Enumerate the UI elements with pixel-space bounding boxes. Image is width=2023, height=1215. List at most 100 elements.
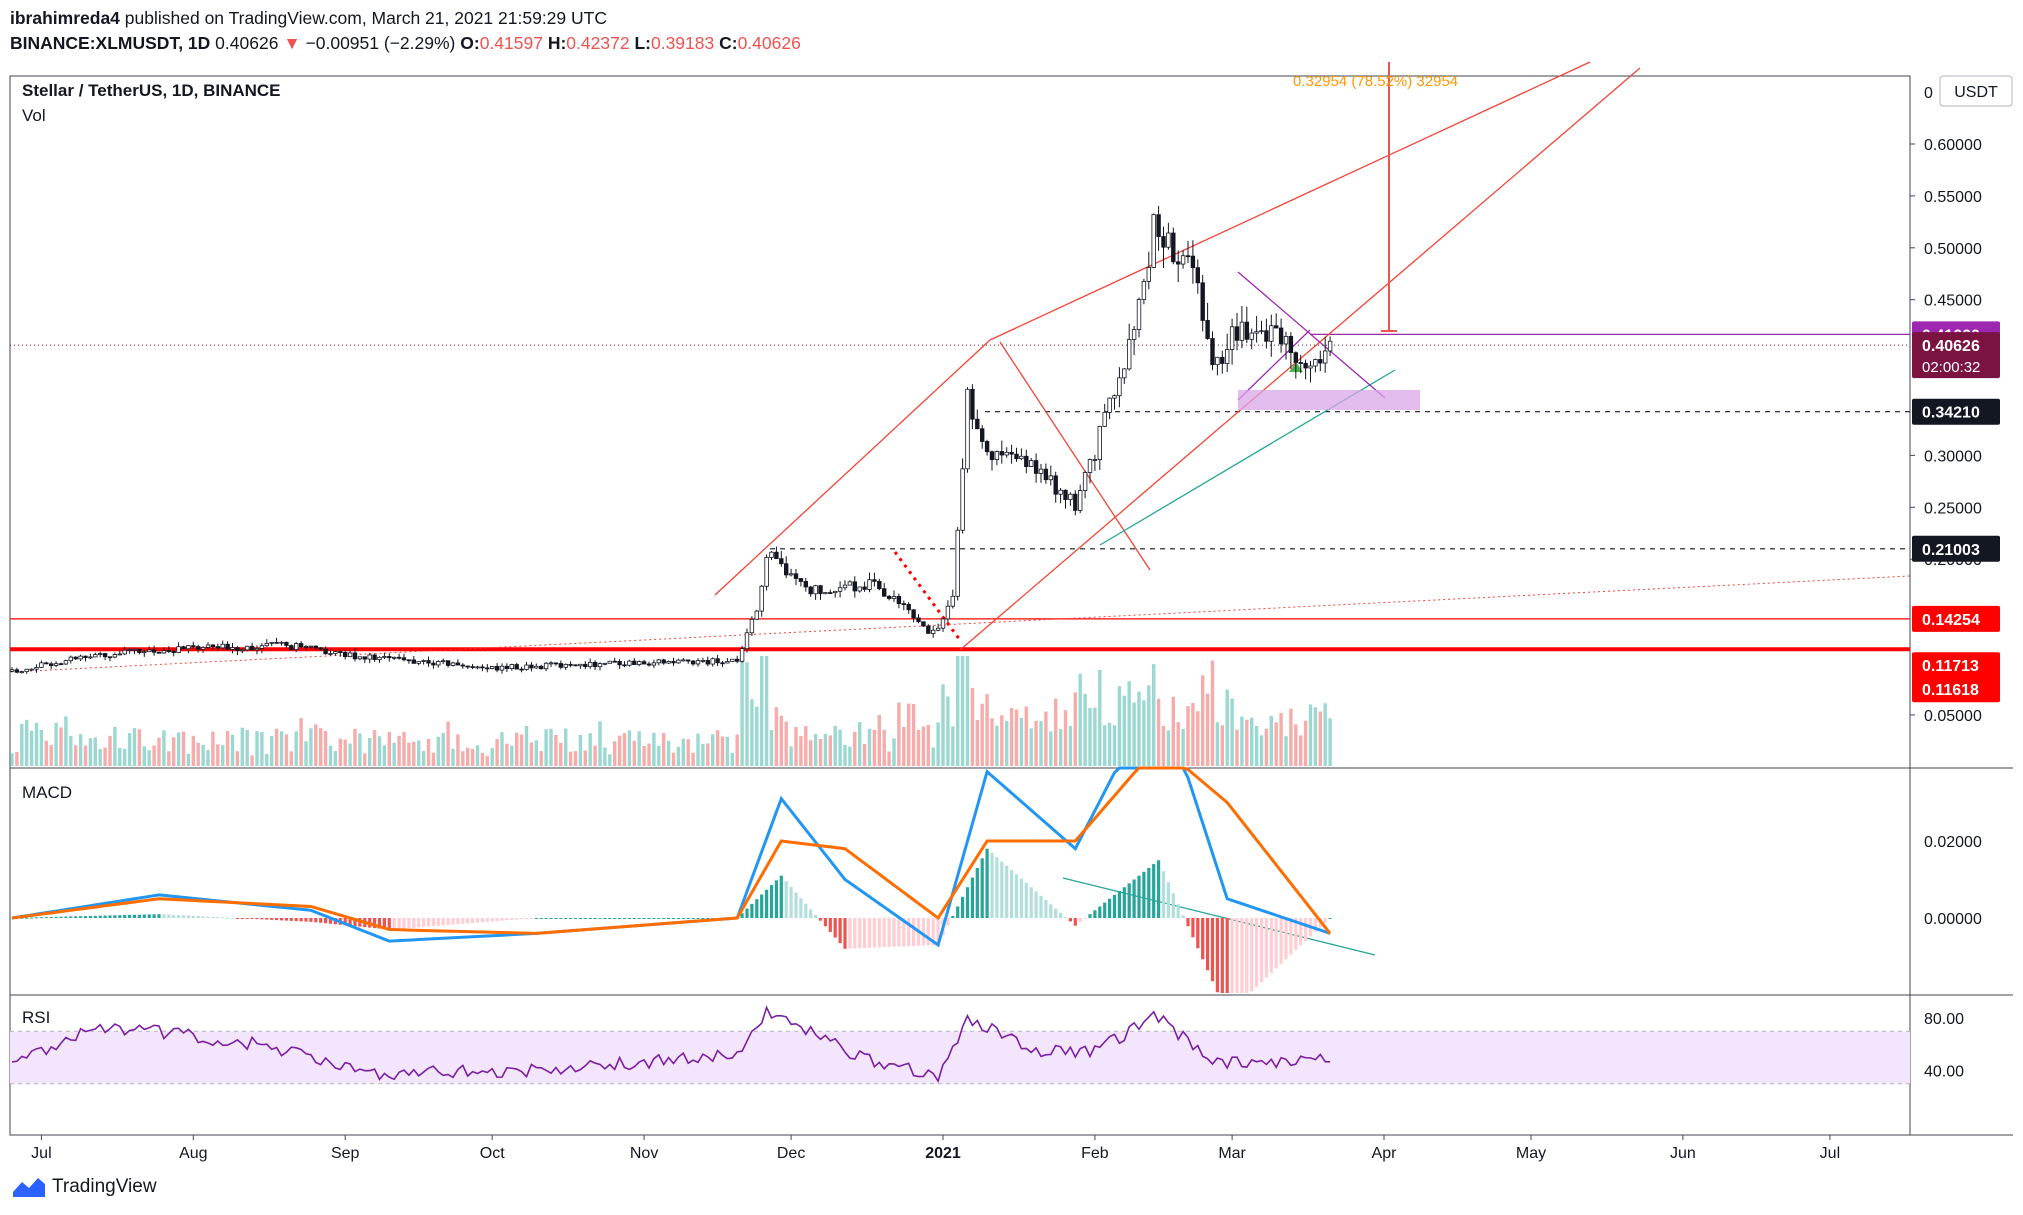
price-tag: [1912, 398, 2000, 425]
candle-body: [382, 656, 387, 658]
candle-body: [1278, 327, 1284, 345]
time-axis[interactable]: Jul Aug Sep Oct Nov Dec 2021 Feb Mar Apr May Jun Jul: [31, 1135, 1840, 1162]
candle-body: [1038, 468, 1044, 474]
volume-bar: [730, 752, 734, 766]
candle-body: [1264, 330, 1269, 342]
volume-bar: [588, 733, 592, 766]
high-label: H:: [547, 33, 567, 53]
volume-bar: [230, 734, 235, 766]
candle-body: [813, 585, 818, 595]
volume-bar: [309, 728, 313, 766]
currency-label: USDT: [1954, 84, 1998, 101]
macd-histogram-bar: [201, 916, 205, 918]
volume-bar: [1269, 715, 1273, 766]
candle-body: [739, 648, 745, 662]
candle-body: [1117, 377, 1122, 397]
volume-bar: [583, 750, 587, 766]
macd-histogram-bar: [446, 918, 450, 925]
chart-canvas[interactable]: 0.32954 (78.52%) 32954 0.02000 0.00000 80…: [0, 0, 2023, 1165]
macd-histogram-bar: [804, 903, 808, 918]
volume-bar: [93, 737, 97, 766]
candle-body: [264, 642, 269, 647]
volume-bar: [642, 746, 646, 766]
macd-histogram-bar: [1157, 860, 1161, 918]
macd-histogram-bar: [1220, 918, 1224, 993]
macd-histogram-bar: [1103, 902, 1107, 918]
macd-histogram-bar: [1259, 918, 1264, 983]
macd-histogram-bar: [828, 918, 832, 932]
price-tag: [1912, 652, 2000, 679]
macd-histogram-bar: [314, 918, 318, 923]
candle-body: [1112, 395, 1117, 399]
price-axis[interactable]: 0.60000 0.55000 0.50000 0.45000 0.30000 0.250…: [1910, 85, 2000, 725]
trendline-drawings[interactable]: 0.32954 (78.52%) 32954: [9, 61, 1911, 956]
macd-histogram-bar: [1068, 918, 1072, 922]
tradingview-footer[interactable]: TradingView: [12, 1176, 157, 1198]
candle-body: [1136, 299, 1142, 331]
time-axis-label: Sep: [331, 1145, 360, 1162]
volume-bar: [1044, 711, 1048, 766]
volume-bar: [255, 731, 259, 766]
volume-bar: [470, 748, 475, 766]
macd-histogram-bar: [1127, 883, 1131, 918]
macd-histogram-bar: [892, 918, 896, 947]
candle-body: [896, 596, 902, 605]
macd-histogram-bar: [823, 918, 827, 927]
volume-bar: [970, 687, 975, 766]
macd-histogram-bar: [181, 915, 186, 918]
volume-bar: [15, 751, 19, 766]
candle-body: [955, 529, 960, 597]
price-axis-label: 0.55000: [1924, 189, 1982, 206]
candle-body: [1195, 267, 1200, 284]
volume-bar: [221, 745, 225, 766]
volume-bar: [1127, 681, 1131, 766]
candle-body: [293, 643, 299, 650]
volume-bar: [157, 737, 161, 766]
macd-histogram-bar: [279, 918, 284, 921]
candle-body: [166, 650, 171, 653]
candle-body: [534, 665, 539, 669]
candle-body: [230, 647, 235, 650]
macd-histogram-bar: [230, 917, 235, 919]
volume-bar: [1191, 702, 1195, 766]
macd-histogram-bar: [760, 894, 764, 918]
macd-histogram-bar: [769, 885, 774, 918]
macd-histogram-bar: [59, 916, 63, 918]
macd-histogram-bar: [671, 918, 676, 919]
macd-histogram-bar: [652, 918, 656, 919]
volume-bar: [1279, 713, 1283, 766]
author-name[interactable]: ibrahimreda4: [10, 8, 120, 28]
candle-body: [127, 649, 132, 651]
candle-body: [1146, 267, 1151, 282]
macd-histogram-bar: [1137, 875, 1141, 918]
candle-body: [720, 662, 725, 665]
macd-histogram-bar: [529, 918, 533, 919]
chart-legend-title: Stellar / TetherUS, 1D, BINANCE: [22, 81, 281, 100]
macd-histogram-bar: [1250, 918, 1254, 992]
macd-histogram-bar: [103, 915, 107, 918]
candle-body: [666, 661, 671, 664]
macd-histogram-bar: [1235, 918, 1239, 993]
volume-bar: [181, 731, 186, 766]
candle-body: [494, 665, 500, 671]
volume-bar: [78, 734, 83, 766]
candle-body: [730, 658, 735, 662]
macd-histogram-bar: [74, 916, 78, 918]
candle-body: [1127, 339, 1132, 370]
macd-histogram-bar: [382, 918, 386, 930]
candle-body: [1283, 335, 1289, 345]
macd-histogram-bar: [475, 918, 480, 923]
symbol-header: BINANCE:XLMUSDT, 1D 0.40626 ▼ −0.00951 (…: [10, 32, 801, 54]
price-change: −0.00951 (−2.29%): [305, 33, 456, 53]
candle-body: [592, 661, 598, 668]
candle-body: [882, 588, 887, 597]
rsi-axis-label: 80.00: [1924, 1011, 1964, 1028]
volume-bar: [735, 734, 739, 766]
candle-body: [695, 660, 701, 665]
volume-bar: [490, 748, 494, 766]
macd-histogram-bar: [299, 918, 303, 922]
candle-body: [436, 661, 441, 666]
macd-histogram-bar: [838, 918, 842, 944]
volume-bar: [1210, 660, 1215, 766]
currency-button[interactable]: USDT: [1939, 75, 2013, 107]
